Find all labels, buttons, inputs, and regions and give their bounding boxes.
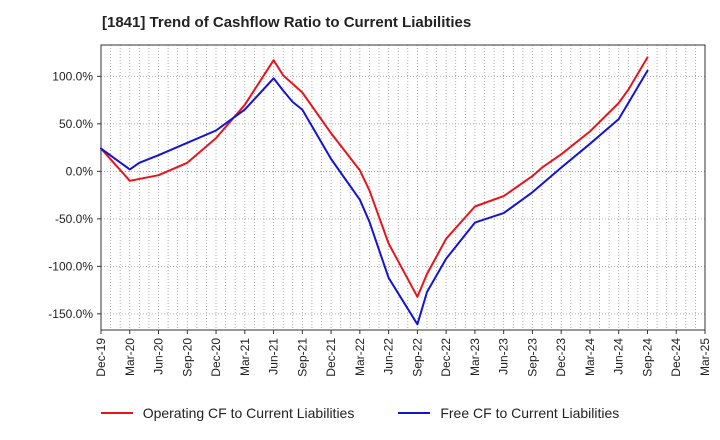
x-tick-label: Dec-20 bbox=[209, 338, 223, 377]
x-tick-label: Jun-21 bbox=[267, 338, 281, 375]
y-tick-label: 50.0% bbox=[59, 117, 93, 131]
legend-item-operating-cf: Operating CF to Current Liabilities bbox=[100, 405, 355, 421]
y-tick-label: -150.0% bbox=[48, 307, 93, 321]
x-tick-label: Mar-25 bbox=[698, 338, 712, 376]
x-tick-label: Dec-19 bbox=[94, 338, 108, 377]
y-tick-label: 0.0% bbox=[66, 164, 94, 178]
y-tick-label: -50.0% bbox=[55, 212, 93, 226]
series-line-free-cf bbox=[100, 69, 649, 326]
x-tick-label: Mar-22 bbox=[353, 338, 367, 376]
legend-swatch-free-cf bbox=[398, 412, 431, 414]
legend: Operating CF to Current Liabilities Free… bbox=[0, 405, 720, 421]
plot-area-border bbox=[100, 44, 706, 331]
y-axis: 100.0% 50.0% 0.0% -50.0% -100.0% -150.0% bbox=[48, 69, 101, 321]
x-tick-label: Dec-24 bbox=[669, 338, 683, 377]
legend-label-operating-cf: Operating CF to Current Liabilities bbox=[142, 405, 355, 421]
x-tick-label: Mar-21 bbox=[238, 338, 252, 376]
y-tick-label: 100.0% bbox=[52, 69, 93, 83]
y-tick-label: -100.0% bbox=[48, 259, 93, 273]
x-tick-label: Dec-22 bbox=[439, 338, 453, 377]
x-tick-label: Sep-20 bbox=[180, 338, 194, 377]
x-tick-label: Dec-23 bbox=[554, 338, 568, 377]
x-tick-label: Jun-20 bbox=[152, 338, 166, 375]
x-tick-label: Sep-23 bbox=[525, 338, 539, 377]
legend-label-free-cf: Free CF to Current Liabilities bbox=[440, 405, 620, 421]
series-lines bbox=[100, 56, 649, 326]
x-tick-label: Sep-24 bbox=[640, 338, 654, 377]
x-tick-label: Sep-21 bbox=[295, 338, 309, 377]
x-tick-label: Mar-24 bbox=[583, 338, 597, 376]
x-tick-label: Jun-22 bbox=[382, 338, 396, 375]
x-tick-label: Mar-20 bbox=[123, 338, 137, 376]
x-tick-label: Sep-22 bbox=[410, 338, 424, 377]
legend-item-free-cf: Free CF to Current Liabilities bbox=[398, 405, 619, 421]
x-tick-label: Jun-24 bbox=[612, 338, 626, 375]
grid-lines bbox=[101, 45, 705, 330]
series-line-operating-cf bbox=[100, 56, 649, 298]
x-tick-label: Dec-21 bbox=[324, 338, 338, 377]
x-axis: Dec-19 Mar-20 Jun-20 Sep-20 Dec-20 Mar-21 Jun-… bbox=[94, 330, 712, 377]
x-tick-label: Mar-23 bbox=[468, 338, 482, 376]
legend-swatch-operating-cf bbox=[100, 412, 133, 414]
chart-title: [1841] Trend of Cashflow Ratio to Curren… bbox=[102, 14, 472, 31]
x-tick-label: Jun-23 bbox=[497, 338, 511, 375]
